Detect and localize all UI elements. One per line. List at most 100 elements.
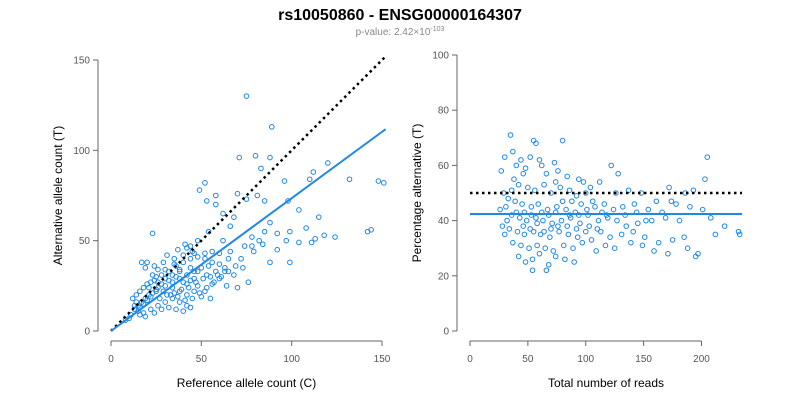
data-point xyxy=(171,255,178,262)
data-point xyxy=(684,245,691,251)
data-point xyxy=(194,254,201,260)
data-point xyxy=(669,237,676,243)
data-point xyxy=(593,248,599,254)
data-point xyxy=(176,266,183,273)
data-point xyxy=(225,268,232,275)
data-point xyxy=(180,308,187,314)
scatter-panel-allele-counts: 0 50 100 150 Reference allele count (C) 0 50 10… xyxy=(51,56,391,391)
data-point xyxy=(203,284,210,291)
data-point xyxy=(249,234,255,240)
data-point xyxy=(223,283,230,289)
data-point xyxy=(607,234,613,240)
data-point xyxy=(252,152,259,159)
data-point xyxy=(735,228,742,235)
data-point xyxy=(551,159,558,166)
data-point xyxy=(205,263,212,269)
data-point xyxy=(196,290,203,296)
y-tick-label: 60 xyxy=(438,161,450,172)
x-tick-label: 0 xyxy=(108,354,114,365)
data-point xyxy=(704,154,711,160)
data-point xyxy=(550,248,557,254)
p-value-subtitle: p-value: 2.42×10-103 xyxy=(356,26,445,38)
data-point xyxy=(166,304,172,311)
data-point xyxy=(545,261,552,268)
data-point xyxy=(681,234,687,240)
data-point xyxy=(158,272,165,278)
data-point xyxy=(149,230,156,237)
data-point xyxy=(218,274,225,280)
data-point xyxy=(610,206,617,213)
data-point xyxy=(537,231,544,238)
data-point xyxy=(712,231,719,238)
chart-title: rs10050860 - ENSG00000164307 xyxy=(278,7,522,24)
data-point xyxy=(533,140,539,147)
data-point xyxy=(133,292,140,298)
data-point xyxy=(608,162,615,169)
data-point xyxy=(202,180,208,186)
data-point xyxy=(238,255,244,262)
data-point xyxy=(580,179,587,185)
data-point xyxy=(151,310,158,316)
data-point xyxy=(189,295,196,302)
data-point xyxy=(194,268,201,275)
data-point xyxy=(241,243,248,249)
data-point xyxy=(212,192,219,199)
data-point xyxy=(512,198,518,205)
y-axis: 0 50 100 150 Alternative allele count (T) xyxy=(51,56,99,338)
data-point xyxy=(234,284,241,291)
data-point xyxy=(582,190,589,196)
data-point xyxy=(519,201,525,207)
data-point xyxy=(594,226,601,232)
data-point xyxy=(548,226,554,232)
data-point xyxy=(592,204,598,210)
data-point xyxy=(618,231,625,238)
data-point xyxy=(522,259,529,265)
data-point xyxy=(559,198,566,205)
data-point xyxy=(641,234,648,240)
data-point xyxy=(556,228,562,235)
data-point xyxy=(164,252,170,258)
data-point xyxy=(240,264,246,271)
data-point xyxy=(557,184,564,191)
data-point xyxy=(308,239,315,246)
data-point xyxy=(138,259,145,266)
data-point xyxy=(498,168,505,174)
data-point xyxy=(176,268,183,275)
data-point xyxy=(220,210,226,217)
p-value-exponent: -103 xyxy=(430,26,444,33)
data-point xyxy=(673,201,679,207)
data-point xyxy=(207,295,214,302)
data-point xyxy=(611,245,618,251)
data-point xyxy=(542,245,549,251)
data-point xyxy=(541,228,547,235)
data-point xyxy=(523,217,530,224)
data-point xyxy=(364,228,371,235)
data-point xyxy=(220,237,226,244)
data-point xyxy=(576,212,582,218)
data-point xyxy=(129,295,136,302)
data-point xyxy=(628,239,634,246)
data-point xyxy=(555,168,561,174)
data-point xyxy=(274,230,281,237)
data-point xyxy=(563,206,569,213)
data-point xyxy=(525,184,531,191)
data-point xyxy=(261,198,268,204)
data-point xyxy=(569,198,575,205)
data-point xyxy=(560,242,567,249)
data-point xyxy=(635,220,641,227)
data-point xyxy=(527,154,533,160)
data-point xyxy=(287,228,293,235)
data-point xyxy=(582,228,589,235)
data-point xyxy=(555,223,561,229)
data-point xyxy=(258,165,264,172)
y-tick-label: 0 xyxy=(443,327,449,338)
data-point xyxy=(187,304,194,311)
data-point xyxy=(520,170,527,177)
fit-line xyxy=(110,128,387,332)
data-point xyxy=(501,154,508,160)
data-point xyxy=(653,198,660,205)
data-point xyxy=(187,243,194,249)
data-point xyxy=(135,302,141,309)
data-point xyxy=(227,248,234,255)
